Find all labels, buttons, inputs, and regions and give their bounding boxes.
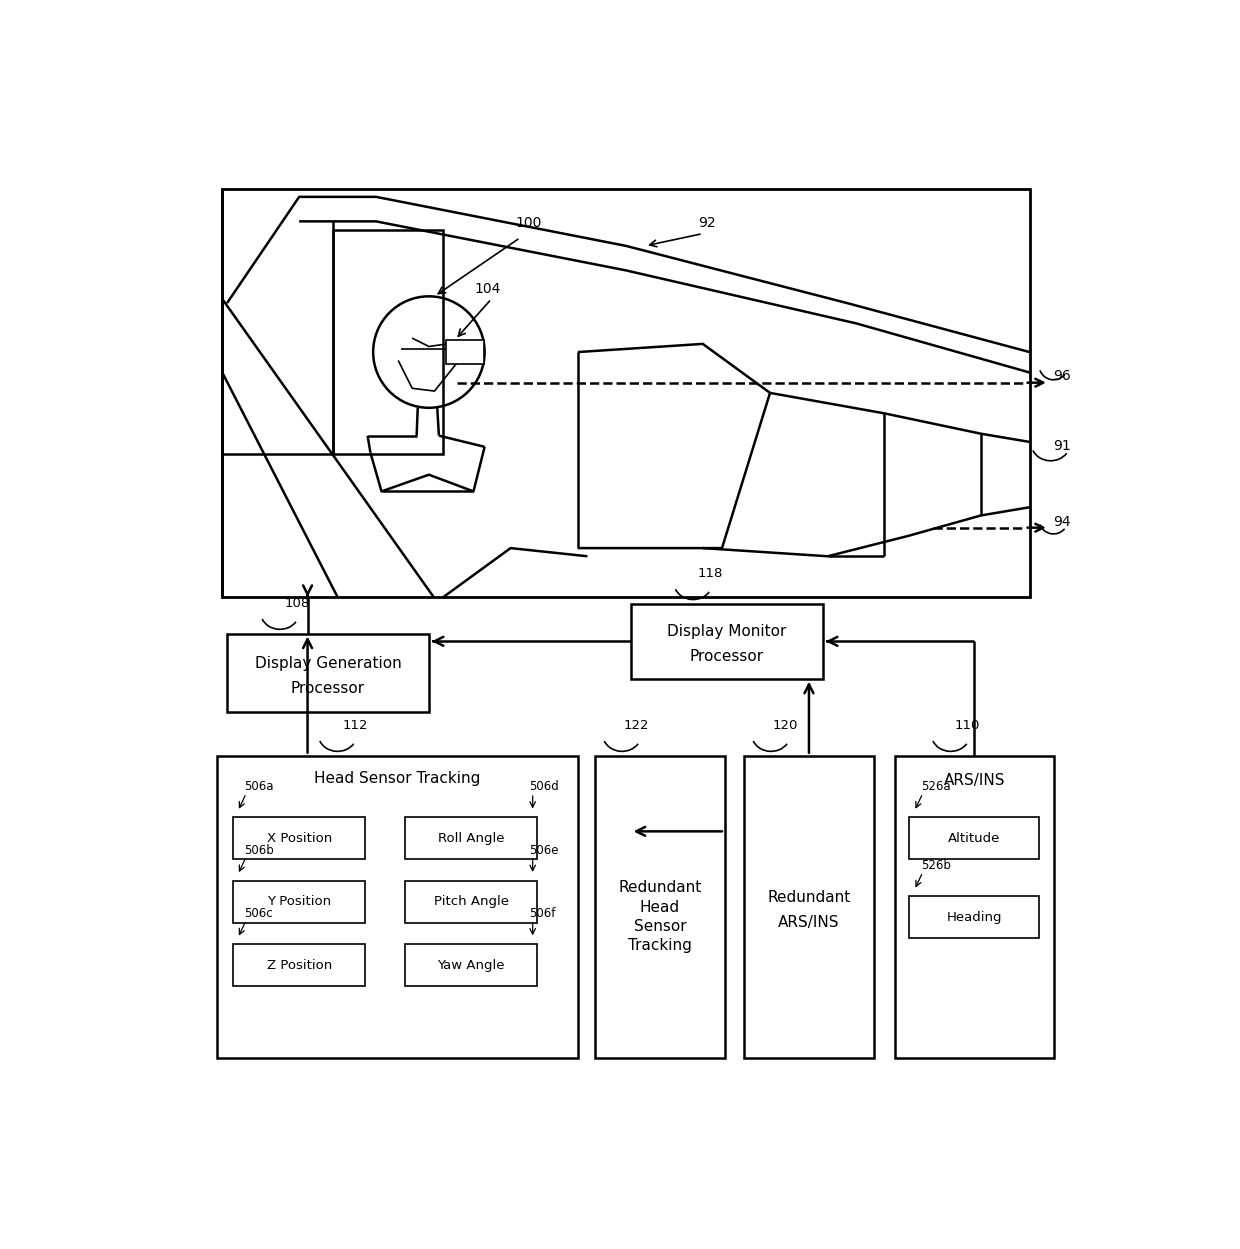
Text: 110: 110 xyxy=(955,718,980,732)
Text: 92: 92 xyxy=(698,216,715,231)
Text: 506d: 506d xyxy=(528,781,558,793)
Text: 118: 118 xyxy=(698,567,723,580)
Text: 526a: 526a xyxy=(921,781,951,793)
Bar xyxy=(233,944,366,987)
Bar xyxy=(631,603,823,678)
Text: X Position: X Position xyxy=(267,832,332,844)
Text: 506a: 506a xyxy=(244,781,274,793)
Bar xyxy=(404,817,537,859)
Text: 100: 100 xyxy=(516,216,542,231)
Text: Sensor: Sensor xyxy=(634,919,686,934)
Bar xyxy=(404,944,537,987)
Text: Display Generation: Display Generation xyxy=(254,656,402,671)
Text: 108: 108 xyxy=(285,597,310,610)
Text: Head: Head xyxy=(640,899,680,914)
Text: Processor: Processor xyxy=(689,649,764,664)
Text: Display Monitor: Display Monitor xyxy=(667,624,786,639)
Bar xyxy=(909,817,1039,859)
Text: Roll Angle: Roll Angle xyxy=(438,832,505,844)
Text: Y Position: Y Position xyxy=(267,896,331,908)
Bar xyxy=(227,633,429,712)
Text: 94: 94 xyxy=(1054,515,1071,528)
Text: Redundant: Redundant xyxy=(619,881,702,896)
Text: 122: 122 xyxy=(624,718,650,732)
Text: Altitude: Altitude xyxy=(949,832,1001,844)
Text: 506e: 506e xyxy=(528,843,558,857)
Bar xyxy=(445,340,484,363)
Text: 112: 112 xyxy=(342,718,368,732)
Text: 506c: 506c xyxy=(244,907,273,921)
Text: 91: 91 xyxy=(1054,440,1071,453)
Bar xyxy=(222,189,1029,597)
Bar xyxy=(595,756,725,1058)
Bar xyxy=(909,896,1039,938)
Text: 506f: 506f xyxy=(528,907,556,921)
Text: Pitch Angle: Pitch Angle xyxy=(434,896,508,908)
Text: Yaw Angle: Yaw Angle xyxy=(438,959,505,972)
Text: 104: 104 xyxy=(474,282,501,296)
Bar xyxy=(895,756,1054,1058)
Text: Tracking: Tracking xyxy=(629,938,692,953)
Text: 96: 96 xyxy=(1054,368,1071,382)
Text: Heading: Heading xyxy=(946,911,1002,923)
Text: ARS/INS: ARS/INS xyxy=(779,916,839,931)
Text: Redundant: Redundant xyxy=(768,891,851,906)
Bar xyxy=(744,756,874,1058)
Bar xyxy=(233,881,366,923)
Bar xyxy=(233,817,366,859)
Bar xyxy=(332,230,444,455)
Bar xyxy=(217,756,578,1058)
Text: ARS/INS: ARS/INS xyxy=(944,773,1004,788)
Text: 526b: 526b xyxy=(921,859,951,872)
Text: Z Position: Z Position xyxy=(267,959,332,972)
Bar xyxy=(404,881,537,923)
Text: 506b: 506b xyxy=(244,843,274,857)
Text: Processor: Processor xyxy=(291,681,365,696)
Text: Head Sensor Tracking: Head Sensor Tracking xyxy=(315,771,481,786)
Text: 120: 120 xyxy=(773,718,799,732)
